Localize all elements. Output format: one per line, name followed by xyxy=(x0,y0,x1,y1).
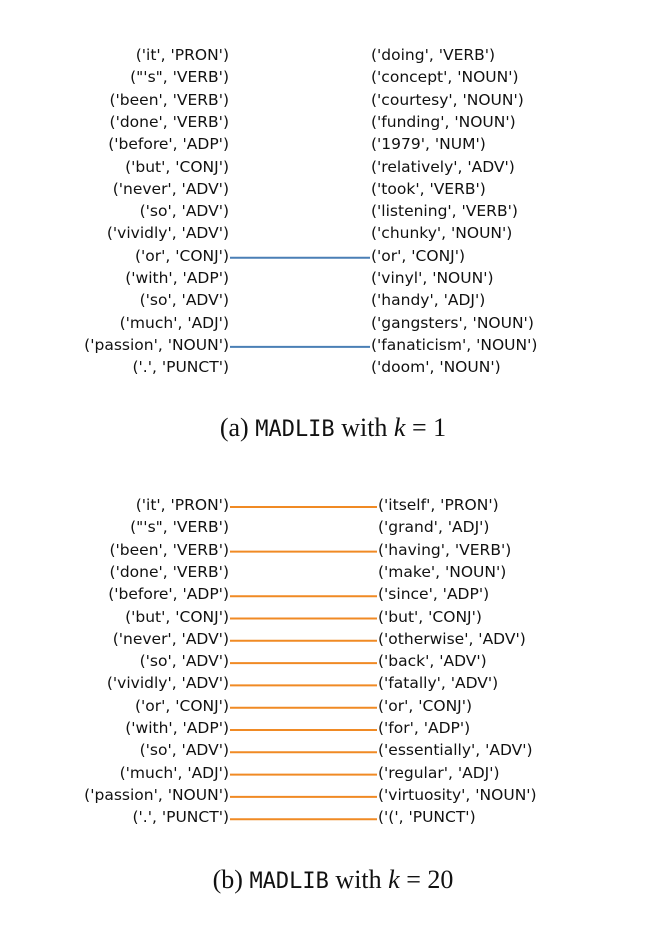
source-token: ('passion', 'NOUN') xyxy=(84,335,229,354)
source-token: ('so', 'ADV') xyxy=(139,202,229,221)
source-token: ('passion', 'NOUN') xyxy=(84,785,229,804)
caption-b-method: MADLIB xyxy=(249,869,329,894)
source-token: ("'s", 'VERB') xyxy=(130,68,229,87)
source-token: ('been', 'VERB') xyxy=(109,90,229,109)
caption-b-value: 20 xyxy=(427,865,454,894)
source-token: ('vividly', 'ADV') xyxy=(106,674,229,693)
source-token: ("'s", 'VERB') xyxy=(130,518,229,537)
replacement-token: ('doing', 'VERB') xyxy=(371,46,496,64)
replacement-token: ('handy', 'ADJ') xyxy=(371,291,486,310)
replacement-token: ('(', 'PUNCT') xyxy=(378,808,476,827)
caption-a-var: k xyxy=(393,413,406,442)
source-token: ('but', 'CONJ') xyxy=(125,157,229,176)
figure-b-alignment-lines xyxy=(230,506,377,821)
source-token: ('vividly', 'ADV') xyxy=(106,224,229,243)
source-token: ('before', 'ADP') xyxy=(108,135,229,154)
replacement-token: ('or', 'CONJ') xyxy=(371,246,466,265)
replacement-token: ('listening', 'VERB') xyxy=(371,202,518,221)
replacement-token: ('make', 'NOUN') xyxy=(378,562,507,581)
figure-b-token-alignment: ('it', 'PRON') ("'s", 'VERB') ('been', 'VE… xyxy=(84,496,537,827)
replacement-token: ('for', 'ADP') xyxy=(378,719,471,737)
figure-a-caption: (a) MADLIB with k = 1 xyxy=(0,413,666,443)
source-token: ('with', 'ADP') xyxy=(125,719,229,737)
replacement-token: ('regular', 'ADJ') xyxy=(378,763,500,782)
replacement-token: ('1979', 'NUM') xyxy=(371,135,486,154)
caption-a-value: 1 xyxy=(433,413,447,442)
replacement-token: ('virtuosity', 'NOUN') xyxy=(378,785,537,804)
source-token: ('been', 'VERB') xyxy=(109,540,229,559)
source-token: ('or', 'CONJ') xyxy=(134,696,229,715)
replacement-token: ('but', 'CONJ') xyxy=(378,607,482,626)
source-token: ('or', 'CONJ') xyxy=(134,246,229,265)
source-token: ('much', 'ADJ') xyxy=(119,313,229,332)
caption-a-method: MADLIB xyxy=(255,417,335,442)
replacement-token: ('grand', 'ADJ') xyxy=(378,518,490,537)
source-token: ('never', 'ADV') xyxy=(112,629,229,648)
source-token: ('much', 'ADJ') xyxy=(119,763,229,782)
replacement-token: ('or', 'CONJ') xyxy=(378,696,473,715)
caption-a-with: with xyxy=(341,413,388,442)
source-token: ('so', 'ADV') xyxy=(139,652,229,671)
replacement-token: ('vinyl', 'NOUN') xyxy=(371,269,494,287)
replacement-token: ('since', 'ADP') xyxy=(378,585,490,604)
replacement-token: ('gangsters', 'NOUN') xyxy=(371,313,534,332)
source-token: ('before', 'ADP') xyxy=(108,585,229,604)
source-token: ('.', 'PUNCT') xyxy=(132,358,230,377)
source-token: ('so', 'ADV') xyxy=(139,291,229,310)
caption-b-with: with xyxy=(335,865,382,894)
caption-b-var: k xyxy=(388,865,400,894)
caption-b-prefix: (b) xyxy=(212,865,243,894)
replacement-token: ('funding', 'NOUN') xyxy=(371,112,516,131)
source-token: ('with', 'ADP') xyxy=(125,269,229,287)
source-token: ('never', 'ADV') xyxy=(112,179,229,198)
source-token: ('done', 'VERB') xyxy=(109,112,229,131)
figure-b-caption: (b) MADLIB with k = 20 xyxy=(0,865,666,895)
source-token: ('so', 'ADV') xyxy=(139,741,229,760)
source-token: ('.', 'PUNCT') xyxy=(132,808,230,827)
replacement-token: ('relatively', 'ADV') xyxy=(371,157,515,176)
source-token: ('but', 'CONJ') xyxy=(125,607,229,626)
replacement-token: ('courtesy', 'NOUN') xyxy=(371,90,524,109)
replacement-token: ('having', 'VERB') xyxy=(378,540,512,559)
replacement-token: ('took', 'VERB') xyxy=(371,179,486,198)
caption-b-eq: = xyxy=(406,865,421,894)
replacement-token: ('essentially', 'ADV') xyxy=(378,741,533,760)
replacement-token: ('chunky', 'NOUN') xyxy=(371,224,513,243)
replacement-token: ('fatally', 'ADV') xyxy=(378,674,499,693)
replacement-token: ('itself', 'PRON') xyxy=(378,496,499,514)
replacement-token: ('back', 'ADV') xyxy=(378,652,487,671)
figure-a-alignment-lines xyxy=(230,256,370,348)
replacement-token: ('fanaticism', 'NOUN') xyxy=(371,335,538,354)
source-token: ('it', 'PRON') xyxy=(135,496,229,514)
source-token: ('it', 'PRON') xyxy=(135,46,229,64)
caption-a-prefix: (a) xyxy=(219,413,249,442)
replacement-token: ('concept', 'NOUN') xyxy=(371,68,519,87)
replacement-token: ('otherwise', 'ADV') xyxy=(378,629,526,648)
replacement-token: ('doom', 'NOUN') xyxy=(371,358,501,377)
figure-a-token-alignment: ('it', 'PRON') ("'s", 'VERB') ('been', 'VE… xyxy=(0,0,666,440)
caption-a-eq: = xyxy=(411,413,427,442)
source-token: ('done', 'VERB') xyxy=(109,562,229,581)
